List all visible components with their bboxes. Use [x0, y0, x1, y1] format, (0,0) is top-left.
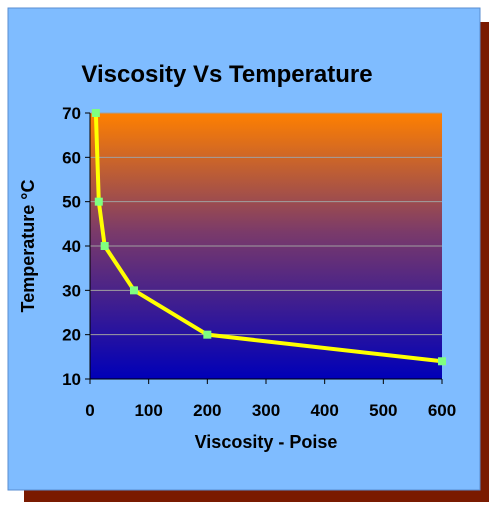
y-tick-label: 10	[62, 370, 81, 389]
x-axis-label: Viscosity - Poise	[195, 432, 338, 452]
gridlines	[90, 112, 442, 336]
x-tick-label: 200	[193, 401, 221, 420]
x-axis-ticks: 0 100 200 300 400 500 600	[85, 401, 456, 420]
y-tick-label: 40	[62, 237, 81, 256]
data-point	[438, 357, 446, 366]
y-tick-label: 60	[62, 148, 81, 167]
x-tick-label: 500	[369, 401, 397, 420]
x-tick-label: 400	[310, 401, 338, 420]
y-tick-label: 70	[62, 104, 81, 123]
y-tick-label: 20	[62, 326, 81, 345]
series-line	[93, 112, 443, 364]
data-point	[94, 197, 103, 206]
data-point	[203, 330, 212, 339]
x-tick-label: 100	[134, 401, 162, 420]
x-tick-label: 300	[252, 401, 280, 420]
data-series	[91, 109, 446, 366]
x-tick-label: 600	[428, 401, 456, 420]
y-tick-label: 30	[62, 281, 81, 300]
chart-title: Viscosity Vs Temperature	[81, 61, 372, 88]
y-axis-label: Temperature °C	[18, 180, 38, 313]
data-point	[91, 109, 100, 117]
data-point	[100, 242, 109, 250]
x-tick-label: 0	[85, 401, 94, 420]
axes	[85, 112, 443, 384]
y-axis-ticks: 10 20 30 40 50 60 70	[62, 104, 81, 389]
data-point	[130, 286, 138, 295]
y-tick-label: 50	[62, 193, 81, 212]
